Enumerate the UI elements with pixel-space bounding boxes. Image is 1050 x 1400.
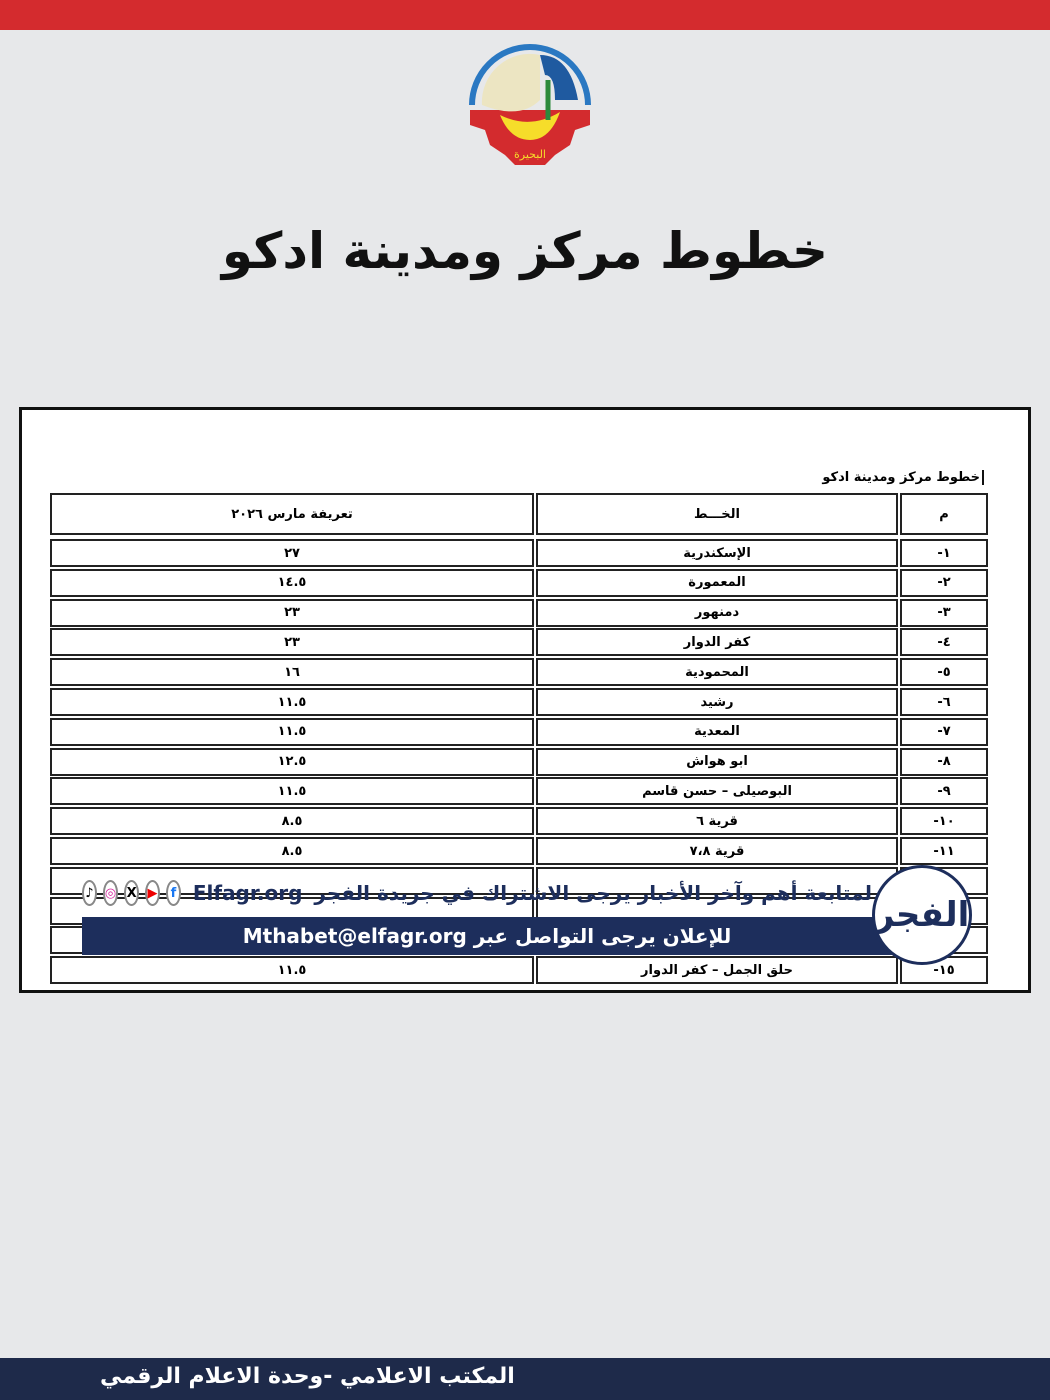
watermark-follow: لمتابعة أهم وآخر الأخبار يرجى الاشتراك ف… [314, 881, 873, 905]
cell-num: ١٠- [900, 807, 988, 836]
cell-line: دمنهور [536, 598, 898, 627]
cell-fare: ٢٣ [50, 598, 534, 627]
table-row: ١٢.٥ ابو هواش ٨- [50, 747, 988, 778]
cell-fare: ١٤.٥ [50, 568, 534, 597]
cell-line: حلق الجمل – كفر الدوار [536, 956, 898, 985]
cell-fare: ٢٣ [50, 628, 534, 657]
cell-num: ٦- [900, 688, 988, 716]
footer-bar: المكتب الاعلامي -وحدة الاعلام الرقمي [0, 1358, 1050, 1400]
table-header: تعريفة مارس ٢٠٢٦ الخـــط م [50, 493, 988, 537]
cell-fare: ١٢.٥ [50, 747, 534, 776]
fare-document: خطوط مركز ومدينة ادكو تعريفة مارس ٢٠٢٦ ا… [19, 407, 1031, 993]
cell-fare: ٨.٥ [50, 807, 534, 836]
cell-fare: ١١.٥ [50, 717, 534, 746]
cell-fare: ١١.٥ [50, 956, 534, 985]
svg-text:البحيرة: البحيرة [514, 148, 546, 161]
cell-fare: ١٦ [50, 658, 534, 687]
cell-line: المحمودية [536, 658, 898, 687]
facebook-icon: f [165, 880, 181, 906]
cell-num: ٧- [900, 717, 988, 746]
footer-text: المكتب الاعلامي -وحدة الاعلام الرقمي [100, 1364, 515, 1389]
top-red-bar [0, 0, 1050, 30]
cell-line: كفر الدوار [536, 628, 898, 657]
table-row: ٨.٥ قرية ٧،٨ ١١- [50, 837, 988, 867]
cell-num: ٨- [900, 747, 988, 776]
table-row: ٢٣ دمنهور ٣- [50, 598, 988, 629]
cell-num: ٤- [900, 628, 988, 657]
cell-line: المعدية [536, 717, 898, 746]
document-title: خطوط مركز ومدينة ادكو [822, 470, 984, 485]
table-row: ١١.٥ البوصيلى – حسن قاسم ٩- [50, 777, 988, 807]
table-row: ١٦ المحمودية ٥- [50, 658, 988, 688]
cell-num: ٥- [900, 658, 988, 687]
cell-num: ٢- [900, 568, 988, 597]
table-row: ١٤.٥ المعمورة ٢- [50, 568, 988, 599]
beheira-logo: البحيرة [469, 44, 591, 165]
cell-line: قرية ٦ [536, 807, 898, 836]
cell-line: المعمورة [536, 568, 898, 597]
header-num: م [900, 493, 988, 535]
cell-num: ١١- [900, 837, 988, 865]
cell-num: ١- [900, 539, 988, 567]
cell-num: ٩- [900, 777, 988, 806]
cell-line: رشيد [536, 688, 898, 716]
cell-fare: ٨.٥ [50, 837, 534, 865]
tiktok-icon: ♪ [82, 880, 97, 906]
table-row: ٢٧ الإسكندرية ١- [50, 539, 988, 569]
cell-fare: ١١.٥ [50, 688, 534, 716]
cell-fare [50, 866, 534, 895]
watermark-ad: للإعلان يرجى التواصل عبر Mthabet@elfagr.… [82, 917, 892, 955]
header-line: الخـــط [536, 493, 898, 535]
cell-line: البوصيلى – حسن قاسم [536, 777, 898, 806]
table-row: ١١.٥ رشيد ٦- [50, 688, 988, 718]
header-fare: تعريفة مارس ٢٠٢٦ [50, 493, 534, 535]
table-row: ٨.٥ قرية ٦ ١٠- [50, 807, 988, 837]
cell-fare: ٢٧ [50, 539, 534, 567]
cell-fare: ١١.٥ [50, 777, 534, 806]
elfagr-watermark: ♪ ◎ X ▶ f Elfagr.org لمتابعة أهم وآخر ال… [82, 865, 982, 965]
cell-line: ابو هواش [536, 747, 898, 776]
elfagr-logo: الفجر [872, 865, 972, 965]
instagram-icon: ◎ [102, 880, 119, 906]
table-row: ١١.٥ المعدية ٧- [50, 717, 988, 748]
x-icon: X [124, 880, 140, 906]
table-row: ٢٣ كفر الدوار ٤- [50, 628, 988, 658]
watermark-site: Elfagr.org [192, 881, 303, 905]
youtube-icon: ▶ [145, 880, 160, 906]
page-title: خطوط مركز ومدينة ادكو [221, 222, 829, 280]
cell-num: ٣- [900, 598, 988, 627]
cell-line: قرية ٧،٨ [536, 837, 898, 865]
cell-line: الإسكندرية [536, 539, 898, 567]
